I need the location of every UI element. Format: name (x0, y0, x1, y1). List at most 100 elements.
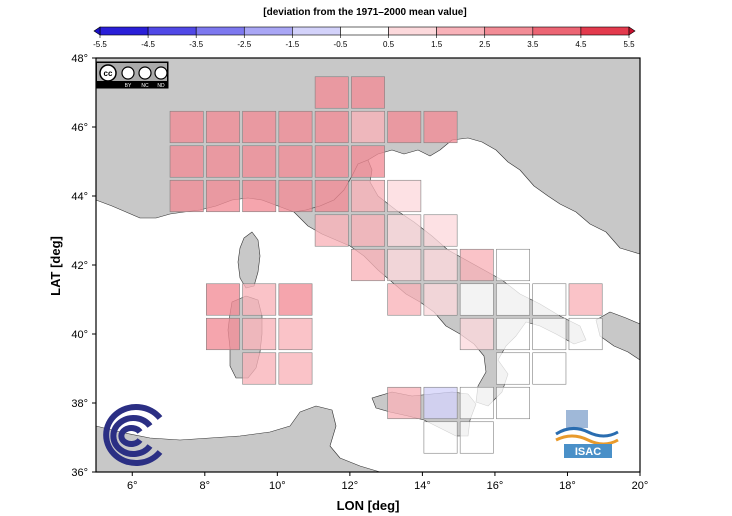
anomaly-cell (496, 283, 530, 316)
license-nd: ND (157, 83, 165, 89)
x-tick-label: 14° (414, 480, 431, 492)
x-tick-label: 8° (200, 480, 211, 492)
x-tick-label: 16° (487, 480, 504, 492)
colorbar-swatches (93, 26, 636, 36)
anomaly-cell (278, 110, 313, 144)
y-tick-label: 46° (71, 122, 88, 134)
anomaly-cell (314, 214, 349, 247)
anomaly-cell (568, 317, 603, 351)
anomaly-cell (278, 179, 313, 213)
x-tick-label: 20° (632, 480, 649, 492)
anomaly-cell (278, 352, 313, 385)
nc-icon (138, 66, 152, 80)
colorbar-swatch (340, 26, 389, 36)
cc-license-badge: cc BY NC ND (95, 61, 169, 89)
nd-icon (154, 66, 168, 80)
colorbar-swatch (99, 26, 149, 36)
anomaly-cell (351, 110, 385, 144)
colorbar-high-arrow (628, 26, 636, 36)
anomaly-cell (351, 179, 385, 213)
anomaly-cell (423, 214, 458, 247)
anomaly-cell (169, 145, 204, 178)
anomaly-cell (387, 214, 422, 247)
colorbar-swatch (292, 26, 341, 36)
anomaly-cell (387, 179, 422, 213)
y-tick-label: 42° (71, 260, 88, 272)
y-tick-label: 48° (71, 53, 88, 65)
y-tick-label: 36° (71, 467, 88, 479)
anomaly-cell (496, 317, 530, 351)
colorbar-tick-label: 1.5 (431, 40, 443, 49)
colorbar-swatch (484, 26, 534, 36)
x-tick-label: 6° (127, 480, 138, 492)
colorbar-tick-label: -1.5 (285, 40, 299, 49)
anomaly-cell (568, 283, 603, 316)
cc-icon (99, 64, 117, 82)
anomaly-cell (459, 283, 494, 316)
anomaly-cell (496, 352, 530, 385)
colorbar-tick-label: 5.5 (623, 40, 635, 49)
colorbar-swatch (532, 26, 582, 36)
cc-text: cc (104, 69, 113, 78)
colorbar: [deviation from the 1971–2000 mean value… (93, 7, 636, 49)
anomaly-cell (387, 248, 422, 282)
isac-text: ISAC (575, 446, 601, 458)
colorbar-tick-label: 0.5 (383, 40, 395, 49)
anomaly-cell (314, 145, 349, 178)
anomaly-cell (242, 145, 277, 178)
colorbar-swatch (147, 26, 197, 36)
y-tick-label: 44° (71, 191, 88, 203)
anomaly-cell (242, 110, 277, 144)
x-axis-title: LON [deg] (337, 498, 400, 513)
anomaly-cell (459, 317, 494, 351)
anomaly-cell (496, 386, 530, 420)
anomaly-cell (314, 76, 349, 109)
anomaly-cell (459, 421, 494, 454)
anomaly-cell (423, 386, 458, 420)
anomaly-cell (206, 317, 240, 351)
colorbar-tick-label: 2.5 (479, 40, 491, 49)
map-panel: 6° 8° 10° 12° 14° 16° 18° 20° 36° 38° 40° 42° 44° 46… (48, 53, 648, 513)
anomaly-cell (387, 386, 422, 420)
colorbar-swatch (580, 26, 630, 36)
anomaly-cell (423, 421, 458, 454)
cnr-logo (103, 404, 163, 466)
by-icon (121, 66, 135, 80)
anomaly-cell (351, 214, 385, 247)
anomaly-cell (532, 317, 567, 351)
anomaly-cell (532, 283, 567, 316)
anomaly-cell (387, 283, 422, 316)
colorbar-swatch (195, 26, 245, 36)
y-axis-ticks: 36° 38° 40° 42° 44° 46° 48° (71, 53, 96, 479)
x-tick-label: 12° (342, 480, 359, 492)
anomaly-cell (532, 352, 567, 385)
anomaly-cell (314, 179, 349, 213)
anomaly-cell (496, 248, 530, 282)
colorbar-tick-label: -0.5 (334, 40, 348, 49)
anomaly-cell (423, 248, 458, 282)
colorbar-tick-label: 3.5 (527, 40, 539, 49)
anomaly-cell (278, 317, 313, 351)
anomaly-cell (278, 283, 313, 316)
anomaly-cell (423, 283, 458, 316)
anomaly-cell (278, 145, 313, 178)
anomaly-cell (351, 248, 385, 282)
colorbar-tick-label: -5.5 (93, 40, 107, 49)
anomaly-cell (314, 110, 349, 144)
x-axis-ticks: 6° 8° 10° 12° 14° 16° 18° 20° (127, 472, 649, 492)
license-nc: NC (141, 83, 149, 89)
colorbar-tick-label: 4.5 (575, 40, 587, 49)
anomaly-cell (242, 317, 277, 351)
anomaly-cell (206, 145, 240, 178)
anomaly-cell (242, 352, 277, 385)
colorbar-swatch (243, 26, 293, 36)
colorbar-swatch (388, 26, 437, 36)
colorbar-tick-labels: -5.5 -4.5 -3.5 -2.5 -1.5 -0.5 0.5 1.5 2.5 3.5 4.5 5… (93, 35, 635, 49)
colorbar-tick-label: -3.5 (189, 40, 203, 49)
anomaly-cell (206, 179, 240, 213)
anomaly-cell (206, 283, 240, 316)
isac-logo: ISAC (555, 410, 619, 458)
land-north-africa (95, 405, 381, 473)
anomaly-cell (169, 110, 204, 144)
